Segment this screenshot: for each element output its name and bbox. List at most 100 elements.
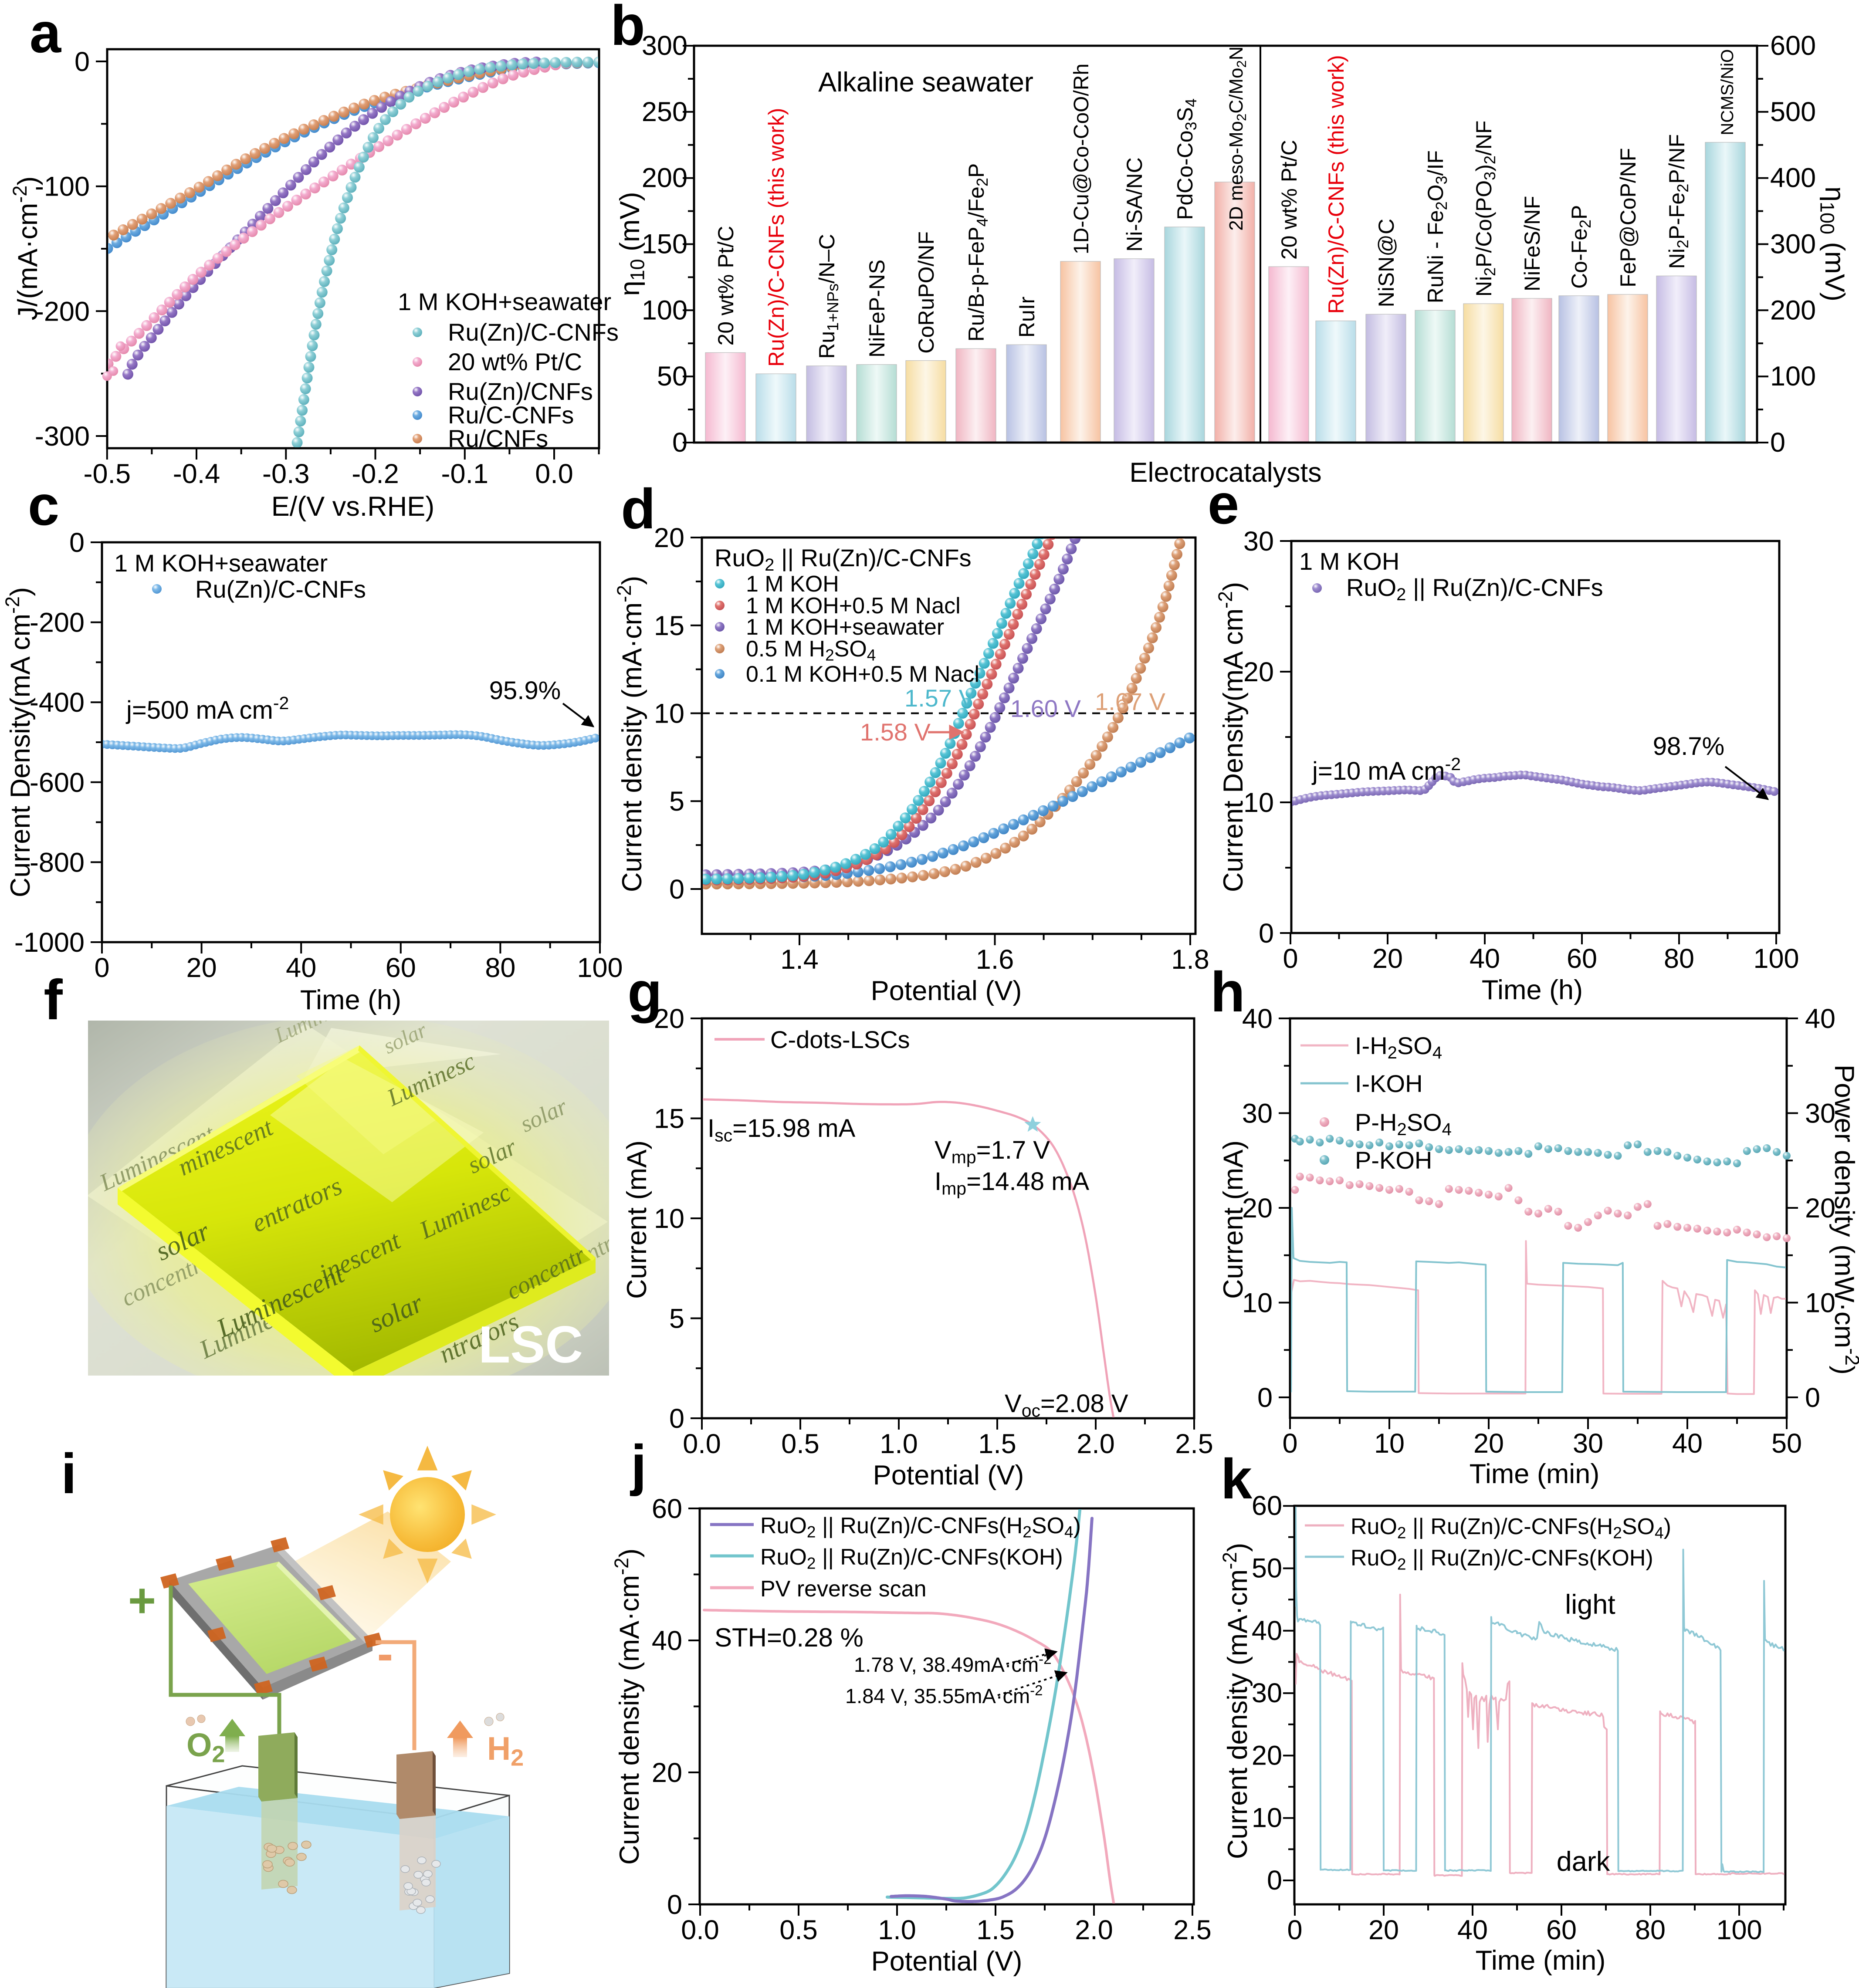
svg-text:60: 60 — [386, 953, 416, 983]
svg-text:2.0: 2.0 — [1075, 1915, 1113, 1945]
svg-text:2D meso-Mo2C/Mo2N: 2D meso-Mo2C/Mo2N — [1226, 47, 1249, 231]
svg-text:-200: -200 — [35, 296, 90, 327]
svg-text:Ru/B-p-FeP4/Fe2P: Ru/B-p-FeP4/Fe2P — [964, 163, 991, 342]
svg-text:1 M KOH: 1 M KOH — [1299, 548, 1399, 575]
svg-text:0: 0 — [1267, 1865, 1282, 1896]
svg-text:RuIr: RuIr — [1015, 297, 1039, 338]
svg-text:Current density (mA·cm-2): Current density (mA·cm-2) — [1219, 1543, 1253, 1859]
svg-text:Ru(Zn)/C-CNFs: Ru(Zn)/C-CNFs — [195, 575, 366, 603]
svg-text:Potential (V): Potential (V) — [871, 1946, 1023, 1977]
svg-text:10: 10 — [1252, 1803, 1282, 1833]
svg-text:0: 0 — [1770, 427, 1785, 458]
svg-text:0: 0 — [669, 1403, 684, 1434]
svg-text:P-H2SO4: P-H2SO4 — [1355, 1109, 1452, 1139]
svg-text:1 M KOH+seawater: 1 M KOH+seawater — [398, 288, 611, 315]
svg-text:50: 50 — [1252, 1553, 1282, 1584]
svg-text:40: 40 — [1672, 1428, 1703, 1459]
svg-text:Alkaline seawater: Alkaline seawater — [818, 67, 1033, 98]
svg-text:b: b — [610, 0, 645, 57]
svg-text:Ru(Zn)/CNFs: Ru(Zn)/CNFs — [448, 378, 593, 405]
svg-text:0: 0 — [1282, 1428, 1297, 1459]
svg-text:Current (mA): Current (mA) — [622, 1140, 652, 1299]
svg-text:0: 0 — [1283, 943, 1298, 974]
svg-text:20: 20 — [1805, 1193, 1835, 1224]
svg-text:600: 600 — [1770, 30, 1816, 61]
svg-text:400: 400 — [1770, 163, 1816, 193]
svg-text:20: 20 — [654, 523, 684, 553]
svg-text:10: 10 — [654, 1204, 684, 1234]
svg-text:Time (h): Time (h) — [1482, 975, 1583, 1005]
svg-text:-800: -800 — [30, 847, 85, 878]
svg-text:20 wt% Pt/C: 20 wt% Pt/C — [1277, 140, 1301, 260]
svg-text:η100 (mV): η100 (mV) — [1816, 186, 1850, 301]
svg-text:50: 50 — [1771, 1428, 1802, 1459]
svg-text:Ru(Zn)/C-CNFs (this work): Ru(Zn)/C-CNFs (this work) — [1324, 55, 1348, 314]
svg-text:Time (min): Time (min) — [1470, 1459, 1600, 1489]
svg-text:60: 60 — [1546, 1915, 1577, 1945]
svg-text:20: 20 — [652, 1758, 682, 1788]
svg-text:100: 100 — [642, 295, 687, 325]
svg-text:40: 40 — [1470, 943, 1500, 974]
svg-text:10: 10 — [1374, 1428, 1405, 1459]
svg-text:10: 10 — [1242, 1288, 1273, 1319]
svg-text:1.5: 1.5 — [978, 1429, 1016, 1459]
svg-text:O2: O2 — [186, 1727, 225, 1768]
svg-text:Current density (mA·cm-2): Current density (mA·cm-2) — [613, 576, 647, 892]
svg-text:40: 40 — [1242, 1004, 1273, 1034]
svg-text:20: 20 — [654, 1004, 684, 1034]
svg-text:1 M KOH+seawater: 1 M KOH+seawater — [114, 549, 328, 577]
svg-text:Potential (V): Potential (V) — [873, 1460, 1024, 1491]
svg-text:RuO2 || Ru(Zn)/C-CNFs(H2SO4): RuO2 || Ru(Zn)/C-CNFs(H2SO4) — [1351, 1514, 1671, 1542]
svg-text:-0.4: -0.4 — [173, 459, 220, 489]
svg-text:60: 60 — [652, 1494, 682, 1524]
svg-text:Power density (mW·cm-2): Power density (mW·cm-2) — [1829, 1065, 1859, 1375]
svg-text:20 wt% Pt/C: 20 wt% Pt/C — [714, 226, 738, 345]
svg-text:15: 15 — [654, 1104, 684, 1134]
svg-text:1 M KOH+seawater: 1 M KOH+seawater — [746, 615, 944, 640]
svg-text:STH=0.28 %: STH=0.28 % — [714, 1623, 863, 1652]
svg-text:30: 30 — [1242, 1099, 1273, 1129]
svg-text:100: 100 — [1770, 361, 1816, 392]
svg-text:500: 500 — [1770, 97, 1816, 127]
svg-text:-600: -600 — [30, 767, 85, 798]
svg-text:Ni-SA/NC: Ni-SA/NC — [1122, 157, 1147, 252]
svg-text:0.0: 0.0 — [683, 1429, 721, 1459]
svg-text:30: 30 — [1573, 1428, 1603, 1459]
svg-text:LSC: LSC — [478, 1315, 583, 1374]
svg-text:0.5: 0.5 — [779, 1915, 818, 1945]
svg-text:1.58 V: 1.58 V — [860, 718, 931, 746]
svg-text:-0.3: -0.3 — [262, 459, 310, 489]
svg-text:1.60 V: 1.60 V — [1010, 695, 1081, 722]
svg-text:20 wt% Pt/C: 20 wt% Pt/C — [448, 348, 582, 375]
svg-text:0: 0 — [1287, 1915, 1302, 1945]
svg-text:H2: H2 — [487, 1730, 524, 1771]
svg-text:5: 5 — [669, 1304, 684, 1334]
svg-text:95.9%: 95.9% — [489, 676, 561, 705]
svg-text:0: 0 — [69, 527, 85, 558]
svg-text:1D-Cu@Co-CoO/Rh: 1D-Cu@Co-CoO/Rh — [1070, 64, 1093, 254]
svg-text:Voc=2.08 V: Voc=2.08 V — [1005, 1390, 1128, 1420]
svg-text:Time (h): Time (h) — [300, 985, 401, 1015]
svg-text:Current Density(mA cm-2): Current Density(mA cm-2) — [1, 587, 36, 897]
svg-text:0: 0 — [1259, 918, 1274, 949]
svg-text:40: 40 — [1805, 1004, 1835, 1034]
svg-text:Ru1+NPs/N–C: Ru1+NPs/N–C — [815, 234, 842, 359]
svg-text:1.4: 1.4 — [780, 944, 819, 975]
svg-text:CoRuPO/NF: CoRuPO/NF — [914, 231, 938, 354]
svg-text:RuO2 || Ru(Zn)/C-CNFs(KOH): RuO2 || Ru(Zn)/C-CNFs(KOH) — [1351, 1545, 1653, 1573]
svg-text:k: k — [1221, 1447, 1253, 1511]
svg-text:5: 5 — [669, 786, 684, 817]
svg-text:0.5 M H2SO4: 0.5 M H2SO4 — [746, 636, 876, 664]
svg-text:RuO2 || Ru(Zn)/C-CNFs: RuO2 || Ru(Zn)/C-CNFs — [1346, 574, 1603, 604]
svg-text:-0.1: -0.1 — [441, 459, 489, 489]
svg-text:0: 0 — [672, 427, 687, 458]
svg-text:1.67 V: 1.67 V — [1095, 688, 1166, 715]
svg-text:0: 0 — [94, 953, 109, 983]
svg-text:I-KOH: I-KOH — [1355, 1070, 1423, 1097]
svg-text:Current Density(mA cm-2): Current Density(mA cm-2) — [1214, 582, 1249, 892]
svg-text:NiFeP-NS: NiFeP-NS — [865, 260, 889, 358]
svg-text:Imp=14.48 mA: Imp=14.48 mA — [935, 1167, 1090, 1198]
svg-text:Current (mA): Current (mA) — [1218, 1140, 1249, 1299]
svg-text:Ru(Zn)/C-CNFs: Ru(Zn)/C-CNFs — [448, 318, 619, 346]
svg-text:0.1 M KOH+0.5 M Nacl: 0.1 M KOH+0.5 M Nacl — [746, 662, 979, 687]
